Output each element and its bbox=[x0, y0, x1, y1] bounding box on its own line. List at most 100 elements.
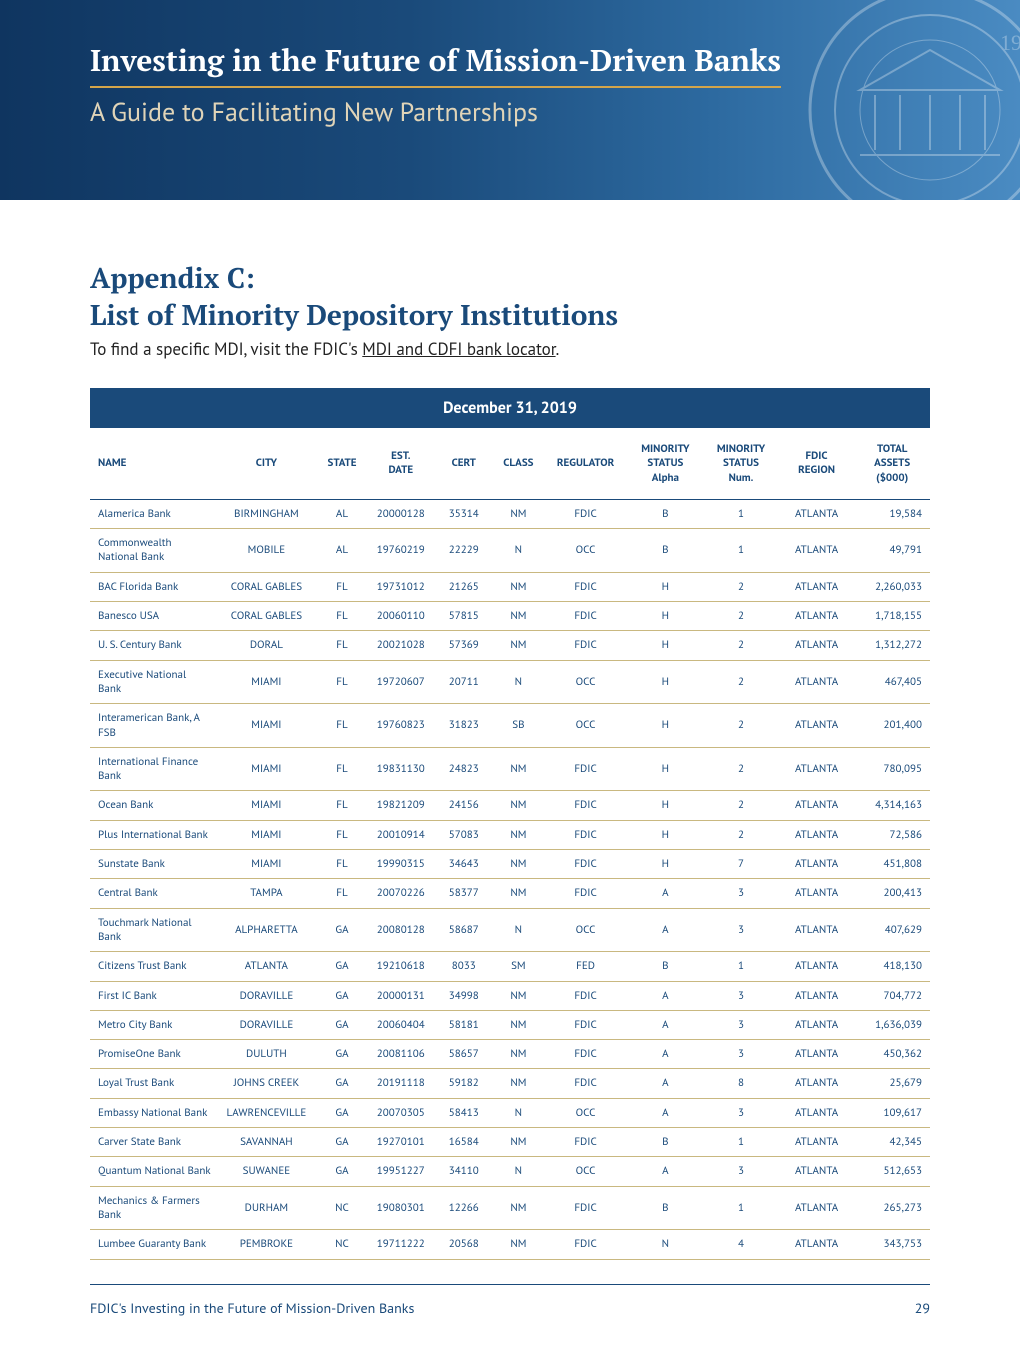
table-row: Banesco USACORAL GABLESFL2006011057815NM… bbox=[90, 602, 930, 631]
table-cell: FDIC bbox=[544, 1230, 628, 1259]
table-cell: MIAMI bbox=[216, 820, 317, 849]
table-cell: FDIC bbox=[544, 1040, 628, 1069]
table-cell: ATLANTA bbox=[779, 820, 855, 849]
table-cell: 59182 bbox=[434, 1069, 493, 1098]
table-cell: 49,791 bbox=[854, 529, 930, 573]
table-cell: 57083 bbox=[434, 820, 493, 849]
table-cell: JOHNS CREEK bbox=[216, 1069, 317, 1098]
table-cell: FDIC bbox=[544, 791, 628, 820]
table-cell: 22229 bbox=[434, 529, 493, 573]
table-cell: A bbox=[628, 879, 704, 908]
table-row: Quantum National BankSUWANEEGA1995122734… bbox=[90, 1157, 930, 1186]
locator-link[interactable]: MDI and CDFI bank locator bbox=[362, 338, 555, 360]
table-row: Ocean BankMIAMIFL1982120924156NMFDICH2AT… bbox=[90, 791, 930, 820]
table-cell: GA bbox=[317, 981, 367, 1010]
table-cell: Alamerica Bank bbox=[90, 499, 216, 528]
table-cell: GA bbox=[317, 908, 367, 952]
table-cell: B bbox=[628, 952, 704, 981]
table-cell: CORAL GABLES bbox=[216, 602, 317, 631]
table-cell: GA bbox=[317, 952, 367, 981]
table-cell: 467,405 bbox=[854, 660, 930, 704]
table-cell: H bbox=[628, 791, 704, 820]
column-header: NAME bbox=[90, 428, 216, 499]
table-cell: A bbox=[628, 1010, 704, 1039]
table-cell: 19821209 bbox=[367, 791, 434, 820]
table-cell: 3 bbox=[703, 1157, 779, 1186]
table-cell: FDIC bbox=[544, 602, 628, 631]
column-header: MINORITYSTATUSAlpha bbox=[628, 428, 704, 499]
table-cell: 20060110 bbox=[367, 602, 434, 631]
table-cell: 1 bbox=[703, 952, 779, 981]
table-cell: 19760219 bbox=[367, 529, 434, 573]
table-cell: PEMBROKE bbox=[216, 1230, 317, 1259]
table-cell: ATLANTA bbox=[779, 1069, 855, 1098]
table-cell: 20000131 bbox=[367, 981, 434, 1010]
table-cell: ATLANTA bbox=[779, 631, 855, 660]
table-cell: FDIC bbox=[544, 1069, 628, 1098]
table-cell: MIAMI bbox=[216, 747, 317, 791]
column-header: CITY bbox=[216, 428, 317, 499]
table-cell: 57369 bbox=[434, 631, 493, 660]
table-cell: 34643 bbox=[434, 850, 493, 879]
table-cell: 20070305 bbox=[367, 1098, 434, 1127]
table-cell: Metro City Bank bbox=[90, 1010, 216, 1039]
table-cell: LAWRENCEVILLE bbox=[216, 1098, 317, 1127]
table-row: International Finance BankMIAMIFL1983113… bbox=[90, 747, 930, 791]
table-cell: 704,772 bbox=[854, 981, 930, 1010]
table-cell: FL bbox=[317, 850, 367, 879]
table-cell: DURHAM bbox=[216, 1186, 317, 1230]
table-cell: NC bbox=[317, 1186, 367, 1230]
table-cell: 2 bbox=[703, 660, 779, 704]
table-cell: Executive National Bank bbox=[90, 660, 216, 704]
table-cell: 3 bbox=[703, 1040, 779, 1069]
table-cell: B bbox=[628, 529, 704, 573]
table-cell: 200,413 bbox=[854, 879, 930, 908]
table-cell: ATLANTA bbox=[779, 791, 855, 820]
table-cell: OCC bbox=[544, 908, 628, 952]
table-cell: 3 bbox=[703, 908, 779, 952]
table-cell: 58181 bbox=[434, 1010, 493, 1039]
table-cell: International Finance Bank bbox=[90, 747, 216, 791]
table-cell: 4 bbox=[703, 1230, 779, 1259]
table-cell: 20000128 bbox=[367, 499, 434, 528]
table-cell: FL bbox=[317, 791, 367, 820]
table-cell: 201,400 bbox=[854, 704, 930, 748]
table-cell: Embassy National Bank bbox=[90, 1098, 216, 1127]
table-cell: 7 bbox=[703, 850, 779, 879]
table-row: U. S. Century BankDORALFL2002102857369NM… bbox=[90, 631, 930, 660]
table-cell: Lumbee Guaranty Bank bbox=[90, 1230, 216, 1259]
table-cell: FL bbox=[317, 572, 367, 601]
table-cell: FDIC bbox=[544, 820, 628, 849]
table-cell: FDIC bbox=[544, 981, 628, 1010]
svg-text:1933: 1933 bbox=[1000, 30, 1020, 55]
table-cell: 343,753 bbox=[854, 1230, 930, 1259]
table-cell: CORAL GABLES bbox=[216, 572, 317, 601]
table-cell: 57815 bbox=[434, 602, 493, 631]
table-cell: H bbox=[628, 602, 704, 631]
table-cell: 42,345 bbox=[854, 1128, 930, 1157]
table-cell: NM bbox=[493, 1128, 543, 1157]
table-cell: B bbox=[628, 1128, 704, 1157]
footer-text: FDIC's Investing in the Future of Missio… bbox=[90, 1299, 414, 1317]
table-row: Central BankTAMPAFL2007022658377NMFDICA3… bbox=[90, 879, 930, 908]
table-cell: FDIC bbox=[544, 850, 628, 879]
table-cell: GA bbox=[317, 1010, 367, 1039]
column-header: REGULATOR bbox=[544, 428, 628, 499]
table-cell: A bbox=[628, 908, 704, 952]
table-cell: 265,273 bbox=[854, 1186, 930, 1230]
table-row: PromiseOne BankDULUTHGA2008110658657NMFD… bbox=[90, 1040, 930, 1069]
table-cell: 1 bbox=[703, 499, 779, 528]
table-cell: 34110 bbox=[434, 1157, 493, 1186]
table-cell: H bbox=[628, 747, 704, 791]
table-cell: 407,629 bbox=[854, 908, 930, 952]
appendix-title: List of Minority Depository Institutions bbox=[90, 297, 930, 334]
table-cell: 35314 bbox=[434, 499, 493, 528]
table-cell: N bbox=[493, 1098, 543, 1127]
table-cell: NM bbox=[493, 602, 543, 631]
table-cell: BIRMINGHAM bbox=[216, 499, 317, 528]
table-cell: TAMPA bbox=[216, 879, 317, 908]
table-cell: Plus International Bank bbox=[90, 820, 216, 849]
table-cell: Carver State Bank bbox=[90, 1128, 216, 1157]
table-cell: 2 bbox=[703, 747, 779, 791]
table-cell: SAVANNAH bbox=[216, 1128, 317, 1157]
